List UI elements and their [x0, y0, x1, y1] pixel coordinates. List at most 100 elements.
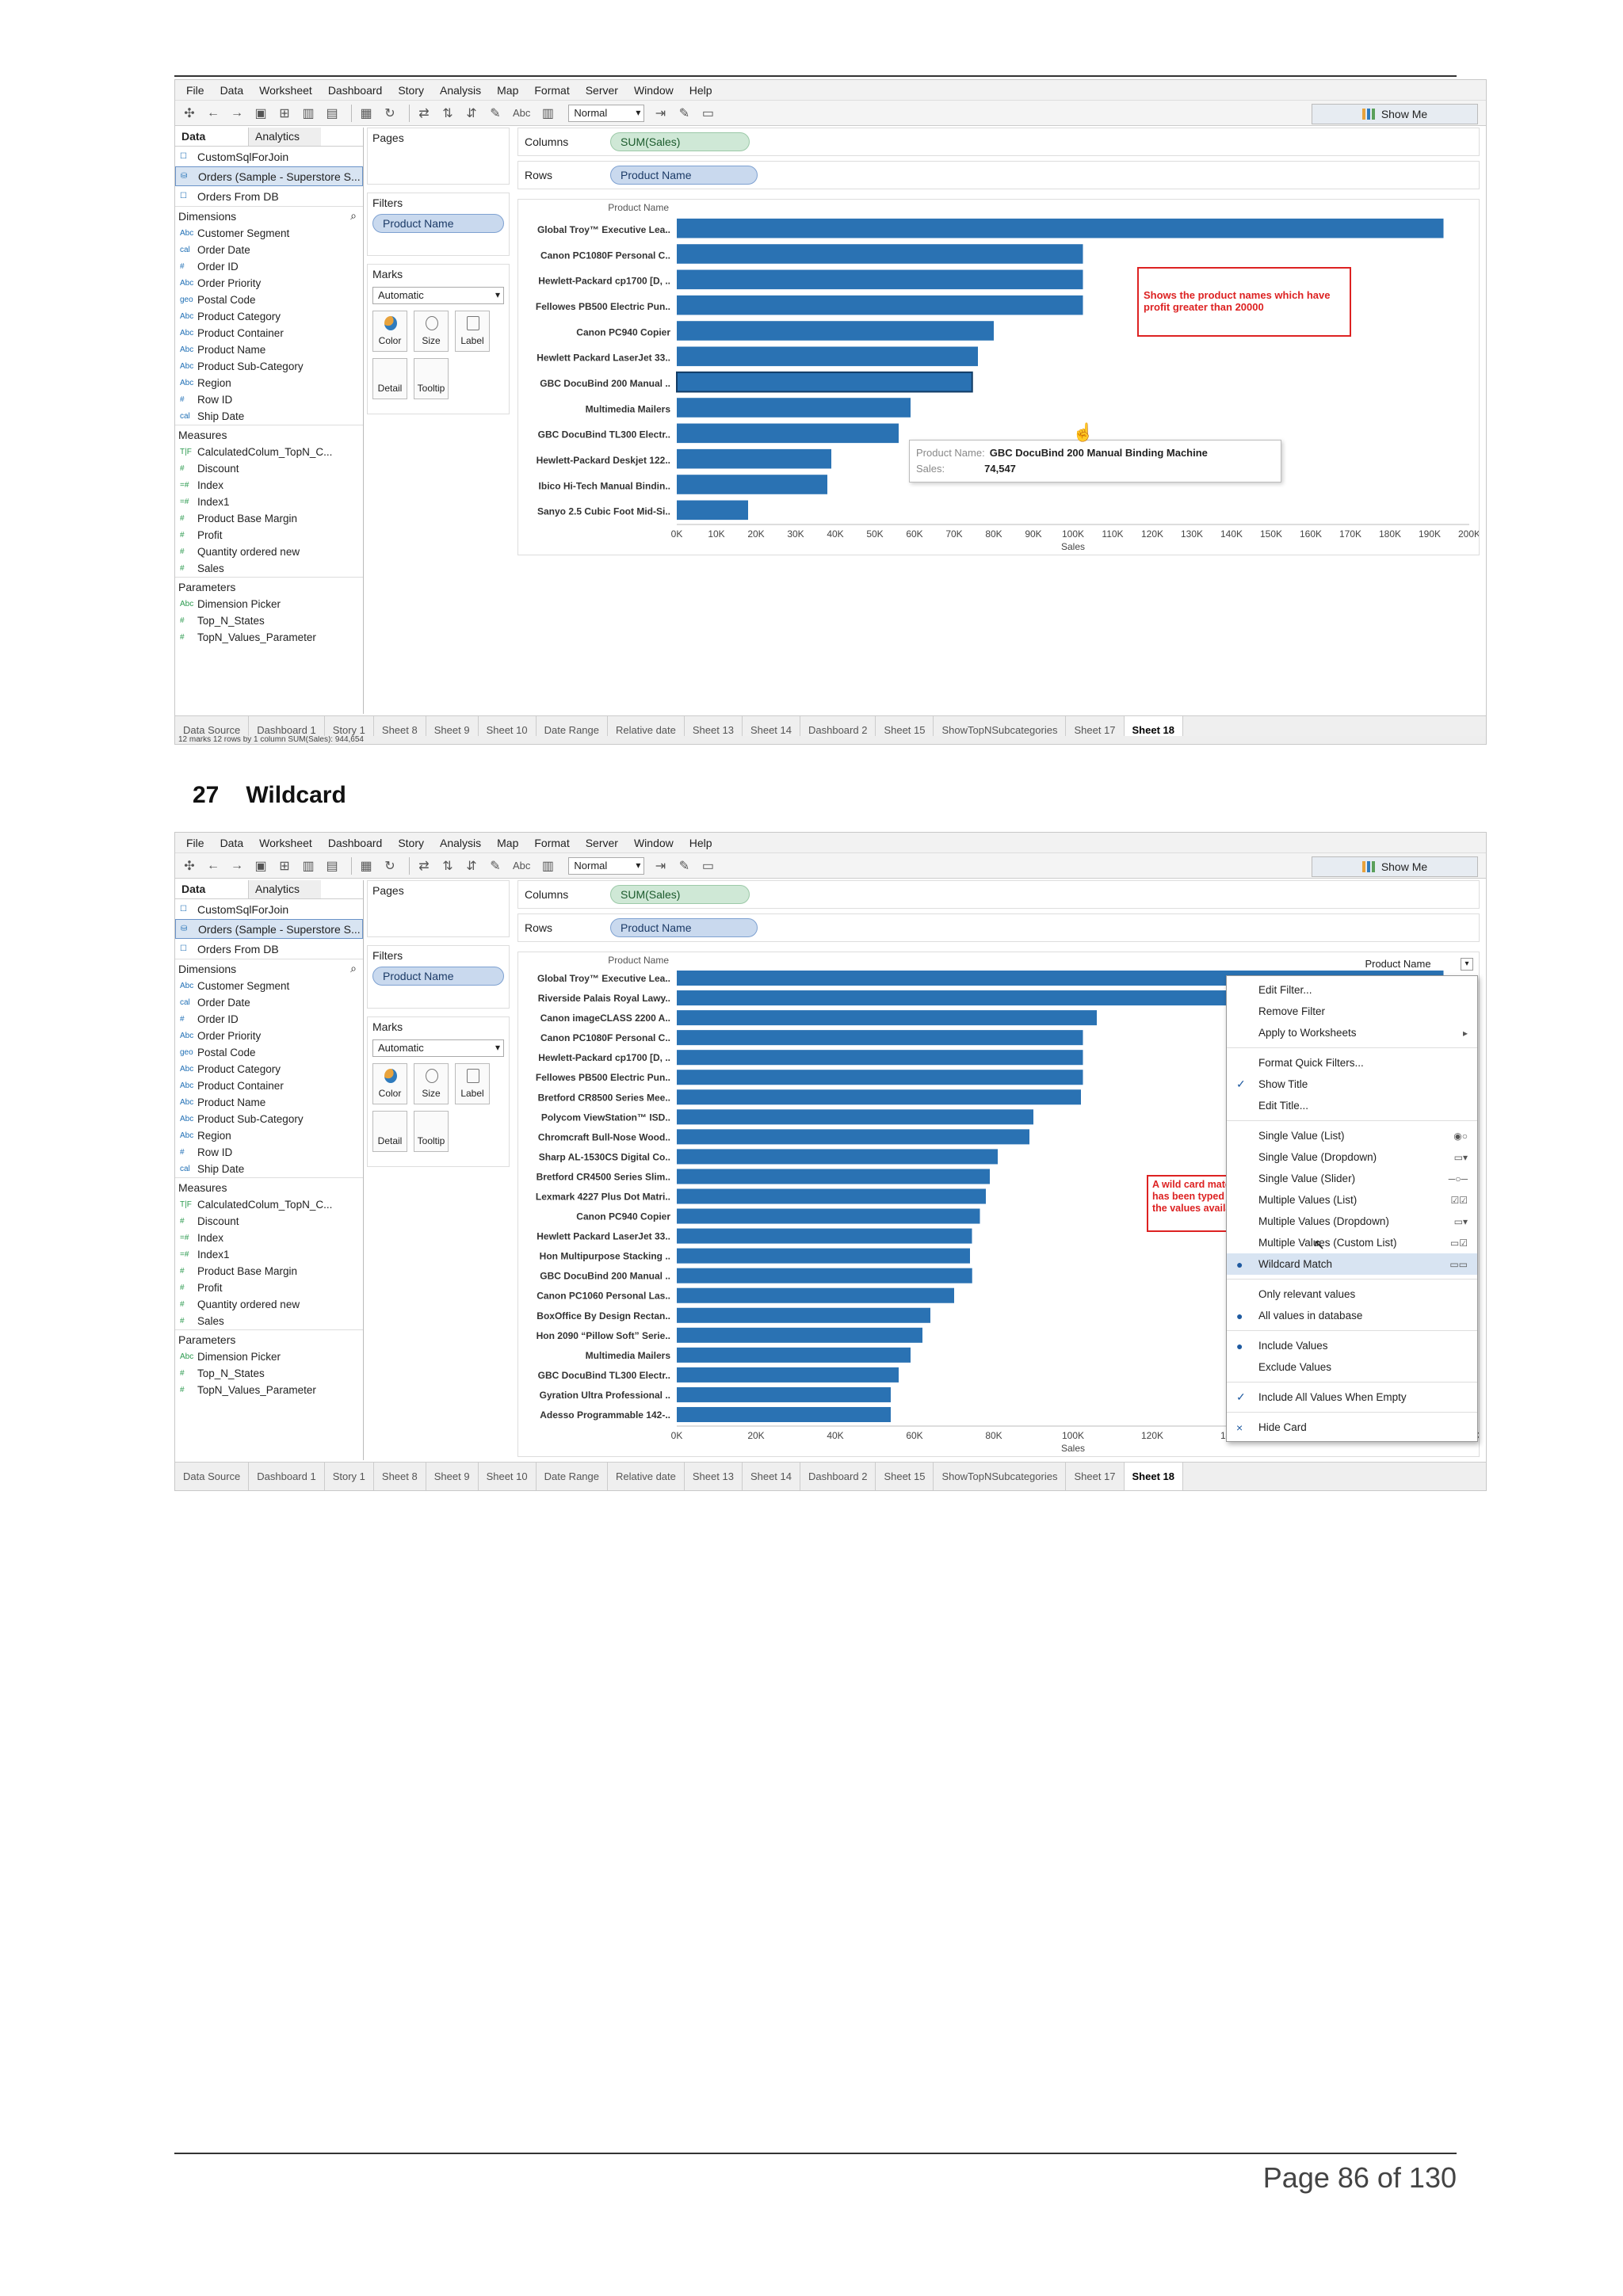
field-item[interactable]: # Product Base Margin — [175, 510, 363, 527]
bar[interactable] — [677, 1367, 899, 1383]
bar[interactable] — [677, 990, 1390, 1006]
show-labels-button[interactable]: Abc — [513, 860, 531, 871]
field-item[interactable]: T|F CalculatedColum_TopN_C... — [175, 1196, 363, 1213]
sheet-tab[interactable]: Dashboard 2 — [800, 715, 876, 744]
bar[interactable] — [677, 423, 899, 444]
columns-pill-sum-sales[interactable]: SUM(Sales) — [610, 885, 750, 904]
field-item[interactable]: Abc Region — [175, 1127, 363, 1144]
bar[interactable] — [677, 1188, 986, 1204]
menu-item-analysis[interactable]: Analysis — [440, 83, 482, 97]
sort-desc-icon[interactable]: ⇵ — [466, 859, 477, 873]
duplicate-icon[interactable]: ▤ — [326, 859, 338, 873]
mark-detail-button[interactable]: Detail — [372, 1111, 407, 1152]
presentation-icon[interactable]: ▭ — [701, 106, 714, 120]
field-item[interactable]: =# Index — [175, 1230, 363, 1246]
menu-item-map[interactable]: Map — [497, 836, 519, 849]
sheet-tab[interactable]: Sheet 10 — [479, 1462, 537, 1490]
menu-item[interactable]: ✓ Include All Values When Empty — [1227, 1386, 1477, 1408]
menu-item[interactable]: ● Wildcard Match ▭▭ — [1227, 1253, 1477, 1275]
field-item[interactable]: Abc Product Container — [175, 1077, 363, 1094]
field-item[interactable]: geo Postal Code — [175, 1044, 363, 1061]
field-item[interactable]: # Discount — [175, 1213, 363, 1230]
sheet-tab[interactable]: Dashboard 1 — [249, 715, 325, 744]
sheet-tab[interactable]: Sheet 9 — [426, 715, 479, 744]
menu-item-file[interactable]: File — [186, 83, 204, 97]
annotate-icon[interactable]: ✎ — [678, 106, 690, 120]
menu-item-window[interactable]: Window — [633, 83, 674, 97]
field-item[interactable]: # Profit — [175, 527, 363, 543]
datasource-item[interactable]: ☐ CustomSqlForJoin — [175, 147, 363, 166]
menu-item[interactable]: Edit Title... — [1227, 1095, 1477, 1116]
menu-item-help[interactable]: Help — [689, 83, 712, 97]
bar[interactable] — [677, 321, 994, 341]
show-me-button[interactable]: Show Me — [1312, 104, 1478, 124]
mark-detail-button[interactable]: Detail — [372, 358, 407, 399]
field-item[interactable]: Abc Dimension Picker — [175, 596, 363, 612]
bar[interactable] — [677, 1268, 972, 1283]
highlight-icon[interactable]: ✎ — [490, 859, 501, 873]
swap-icon[interactable]: ⇄ — [418, 859, 430, 873]
sheet-tab[interactable]: ShowTopNSubcategories — [934, 715, 1067, 744]
refresh-icon[interactable]: ↻ — [384, 859, 395, 873]
bar[interactable] — [677, 1070, 1083, 1085]
rows-pill-product-name[interactable]: Product Name — [610, 918, 758, 937]
mark-tooltip-button[interactable]: Tooltip — [414, 358, 449, 399]
tableau-logo-icon[interactable]: ✣ — [184, 106, 195, 120]
field-item[interactable]: # Row ID — [175, 1144, 363, 1161]
field-item[interactable]: cal Ship Date — [175, 408, 363, 425]
bar[interactable] — [677, 1109, 1033, 1125]
swap-icon[interactable]: ⇄ — [418, 106, 430, 120]
new-worksheet-icon[interactable]: ▥ — [302, 859, 315, 873]
sheet-tab[interactable]: Sheet 14 — [743, 715, 800, 744]
field-item[interactable]: =# Index1 — [175, 494, 363, 510]
clear-icon[interactable]: ▦ — [360, 106, 372, 120]
bar[interactable] — [677, 1406, 891, 1422]
sheet-tab[interactable]: Sheet 13 — [685, 715, 743, 744]
field-item[interactable]: # Sales — [175, 560, 363, 577]
presentation-icon[interactable]: ▭ — [701, 859, 714, 873]
datasource-item[interactable]: ☐ Orders From DB — [175, 939, 363, 959]
mark-type-dropdown[interactable]: Automatic — [372, 287, 504, 304]
field-item[interactable]: Abc Product Category — [175, 1061, 363, 1077]
quick-filter-header[interactable]: Product Name ▾ — [1323, 958, 1473, 974]
menu-item[interactable]: Format Quick Filters... — [1227, 1052, 1477, 1074]
menu-item-server[interactable]: Server — [585, 836, 618, 849]
fix-axes-icon[interactable]: ⇥ — [655, 859, 666, 873]
bar[interactable] — [677, 1287, 954, 1303]
mark-color-button[interactable]: Color — [372, 311, 407, 352]
bar[interactable] — [677, 218, 1444, 238]
fix-axes-icon[interactable]: ⇥ — [655, 106, 666, 120]
sheet-tab[interactable]: Sheet 8 — [374, 715, 426, 744]
field-item[interactable]: Abc Product Name — [175, 341, 363, 358]
menu-item[interactable]: ● All values in database — [1227, 1305, 1477, 1326]
bar[interactable] — [677, 1386, 891, 1402]
menu-item-file[interactable]: File — [186, 836, 204, 849]
datasource-item[interactable]: ☐ Orders From DB — [175, 186, 363, 206]
menu-item-format[interactable]: Format — [534, 83, 570, 97]
datasource-item[interactable]: ☐ CustomSqlForJoin — [175, 899, 363, 919]
bar[interactable] — [677, 1347, 911, 1363]
sort-desc-icon[interactable]: ⇵ — [466, 106, 477, 120]
field-item[interactable]: =# Index1 — [175, 1246, 363, 1263]
sheet-tab[interactable]: Date Range — [537, 1462, 608, 1490]
tab-data[interactable]: Data — [175, 880, 248, 898]
field-item[interactable]: # Top_N_States — [175, 1365, 363, 1382]
field-item[interactable]: # Product Base Margin — [175, 1263, 363, 1280]
field-item[interactable]: # Quantity ordered new — [175, 543, 363, 560]
search-icon[interactable]: ⌕ — [350, 209, 357, 222]
filter-pill-product-name[interactable]: Product Name — [372, 967, 504, 986]
sheet-tab[interactable]: Data Source — [175, 715, 250, 744]
menu-item[interactable]: Single Value (Slider) ─○─ — [1227, 1168, 1477, 1189]
tab-analytics[interactable]: Analytics — [248, 128, 321, 146]
mark-tooltip-button[interactable]: Tooltip — [414, 1111, 449, 1152]
menu-item-data[interactable]: Data — [220, 836, 244, 849]
refresh-icon[interactable]: ↻ — [384, 106, 395, 120]
back-icon[interactable]: ← — [207, 105, 220, 120]
field-item[interactable]: Abc Customer Segment — [175, 978, 363, 994]
menu-item-dashboard[interactable]: Dashboard — [327, 836, 383, 849]
mark-label-button[interactable]: Label — [455, 311, 490, 352]
rows-pill-product-name[interactable]: Product Name — [610, 166, 758, 185]
bar[interactable] — [677, 500, 748, 521]
sort-asc-icon[interactable]: ⇅ — [442, 106, 453, 120]
menu-item-map[interactable]: Map — [497, 83, 519, 97]
